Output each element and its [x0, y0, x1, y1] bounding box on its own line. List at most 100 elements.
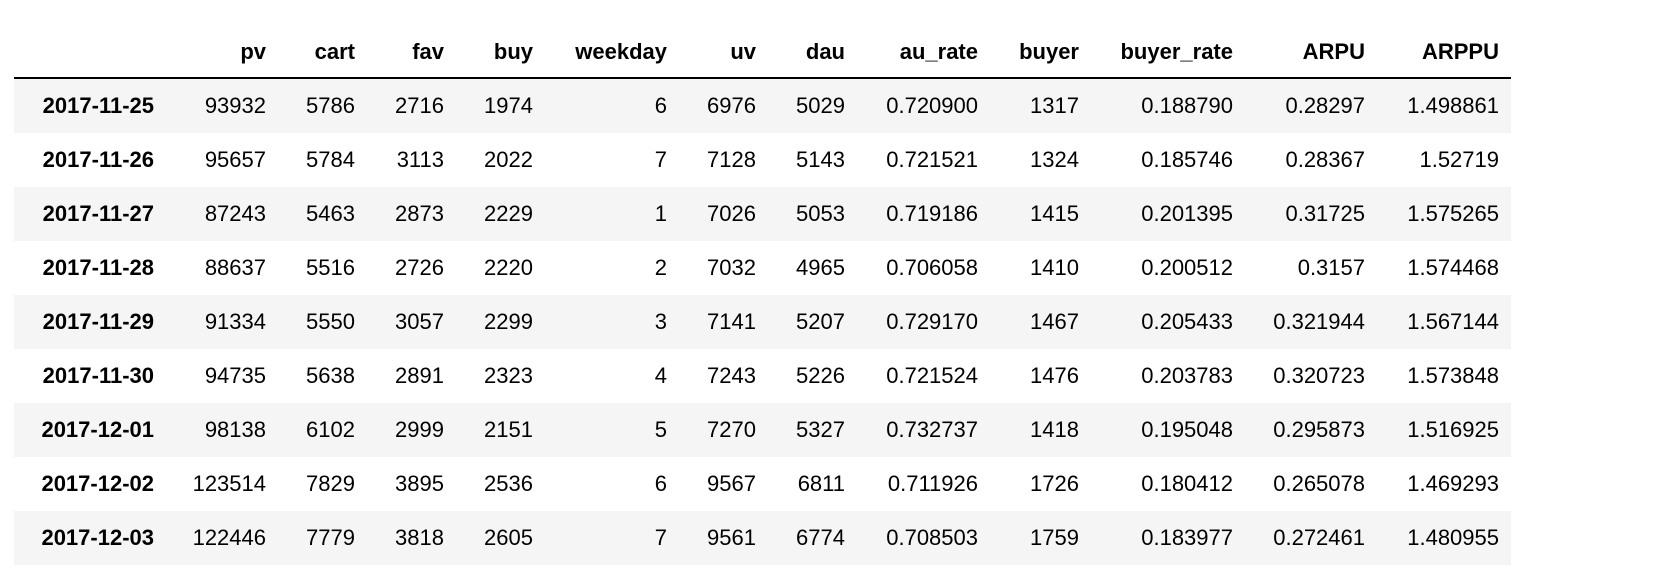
cell-fav: 3895: [395, 471, 444, 496]
cell-buyer: 1317: [1030, 93, 1079, 118]
cell-fav: 2999: [395, 417, 444, 442]
cell-pv: 94735: [204, 363, 266, 388]
cell-cart: 5516: [306, 255, 355, 280]
dataframe-table: pv cart fav buy weekday uv dau au_rate b…: [14, 27, 1511, 565]
cell-arppu: 1.516925: [1407, 417, 1499, 442]
cell-buyer: 1324: [1030, 147, 1079, 172]
cell-buy: 2220: [484, 255, 533, 280]
row-index-date: 2017-12-02: [41, 471, 154, 496]
cell-cart: 5786: [306, 93, 355, 118]
cell-dau: 4965: [796, 255, 845, 280]
cell-uv: 7032: [707, 255, 756, 280]
cell-uv: 9567: [707, 471, 756, 496]
cell-buyer-rate: 0.200512: [1141, 255, 1233, 280]
row-index-date: 2017-11-26: [42, 147, 154, 172]
cell-uv: 7243: [707, 363, 756, 388]
cell-arpu: 0.320723: [1273, 363, 1365, 388]
cell-pv: 95657: [204, 147, 266, 172]
cell-au-rate: 0.708503: [886, 525, 978, 550]
table-row: 2017-11-30 94735 5638 2891 2323 4 7243 5226 0.72…: [14, 349, 1511, 403]
cell-arpu: 0.272461: [1273, 525, 1365, 550]
cell-buyer-rate: 0.180412: [1141, 471, 1233, 496]
cell-arppu: 1.567144: [1407, 309, 1499, 334]
cell-arppu: 1.575265: [1407, 201, 1499, 226]
cell-weekday: 5: [654, 417, 667, 442]
cell-weekday: 7: [654, 525, 667, 550]
cell-cart: 5638: [306, 363, 355, 388]
cell-arppu: 1.574468: [1407, 255, 1499, 280]
cell-au-rate: 0.732737: [886, 417, 978, 442]
cell-dau: 5053: [796, 201, 845, 226]
cell-weekday: 7: [654, 147, 667, 172]
cell-au-rate: 0.719186: [886, 201, 978, 226]
cell-arpu: 0.3157: [1297, 255, 1365, 280]
cell-arpu: 0.28367: [1285, 147, 1365, 172]
cell-buyer: 1467: [1030, 309, 1079, 334]
cell-uv: 9561: [707, 525, 756, 550]
column-header-uv: uv: [679, 27, 768, 79]
row-index-date: 2017-11-27: [42, 201, 154, 226]
index-header: [14, 27, 166, 79]
column-header-cart: cart: [278, 27, 367, 79]
cell-fav: 2873: [395, 201, 444, 226]
cell-cart: 5550: [306, 309, 355, 334]
cell-arpu: 0.31725: [1285, 201, 1365, 226]
table-row: 2017-11-27 87243 5463 2873 2229 1 7026 5053 0.71…: [14, 187, 1511, 241]
cell-buyer-rate: 0.195048: [1141, 417, 1233, 442]
cell-buy: 1974: [484, 93, 533, 118]
cell-cart: 7829: [306, 471, 355, 496]
cell-uv: 7128: [707, 147, 756, 172]
table-row: 2017-11-29 91334 5550 3057 2299 3 7141 5207 0.72…: [14, 295, 1511, 349]
cell-dau: 5143: [796, 147, 845, 172]
cell-arppu: 1.469293: [1407, 471, 1499, 496]
cell-dau: 5226: [796, 363, 845, 388]
column-header-arpu: ARPU: [1245, 27, 1377, 79]
cell-au-rate: 0.711926: [887, 471, 978, 496]
column-header-arppu: ARPPU: [1377, 27, 1511, 79]
cell-weekday: 1: [654, 201, 667, 226]
cell-fav: 3818: [395, 525, 444, 550]
cell-buyer: 1415: [1030, 201, 1079, 226]
row-index-date: 2017-12-03: [41, 525, 154, 550]
cell-arpu: 0.321944: [1273, 309, 1365, 334]
table-row: 2017-12-01 98138 6102 2999 2151 5 7270 5327 0.73…: [14, 403, 1511, 457]
cell-pv: 91334: [204, 309, 266, 334]
column-header-dau: dau: [768, 27, 857, 79]
cell-uv: 7141: [707, 309, 756, 334]
table-row: 2017-11-26 95657 5784 3113 2022 7 7128 5143 0.72…: [14, 133, 1511, 187]
cell-uv: 7026: [707, 201, 756, 226]
cell-buyer: 1476: [1030, 363, 1079, 388]
cell-arppu: 1.573848: [1407, 363, 1499, 388]
table-row: 2017-12-02 123514 7829 3895 2536 6 9567 6811 0.7…: [14, 457, 1511, 511]
cell-cart: 5463: [306, 201, 355, 226]
cell-buyer-rate: 0.201395: [1141, 201, 1233, 226]
header-row: pv cart fav buy weekday uv dau au_rate b…: [14, 27, 1511, 79]
cell-buyer-rate: 0.203783: [1141, 363, 1233, 388]
row-index-date: 2017-12-01: [41, 417, 154, 442]
cell-buy: 2022: [484, 147, 533, 172]
cell-cart: 5784: [306, 147, 355, 172]
cell-pv: 88637: [204, 255, 266, 280]
column-header-buyer-rate: buyer_rate: [1091, 27, 1245, 79]
cell-fav: 3057: [395, 309, 444, 334]
row-index-date: 2017-11-29: [42, 309, 154, 334]
cell-au-rate: 0.720900: [886, 93, 978, 118]
cell-pv: 87243: [204, 201, 266, 226]
cell-buy: 2229: [484, 201, 533, 226]
row-index-date: 2017-11-25: [42, 93, 154, 118]
cell-buyer: 1759: [1030, 525, 1079, 550]
column-header-buyer: buyer: [990, 27, 1091, 79]
cell-buyer: 1410: [1030, 255, 1079, 280]
cell-arppu: 1.498861: [1407, 93, 1499, 118]
cell-au-rate: 0.721524: [886, 363, 978, 388]
table-row: 2017-11-25 93932 5786 2716 1974 6 6976 5029 0.72…: [14, 78, 1511, 133]
cell-fav: 2716: [395, 93, 444, 118]
cell-au-rate: 0.729170: [886, 309, 978, 334]
cell-buyer: 1418: [1030, 417, 1079, 442]
cell-arpu: 0.295873: [1273, 417, 1365, 442]
cell-dau: 6811: [797, 471, 845, 496]
cell-dau: 5029: [796, 93, 845, 118]
cell-weekday: 2: [654, 255, 667, 280]
column-header-buy: buy: [456, 27, 545, 79]
cell-buyer: 1726: [1030, 471, 1079, 496]
